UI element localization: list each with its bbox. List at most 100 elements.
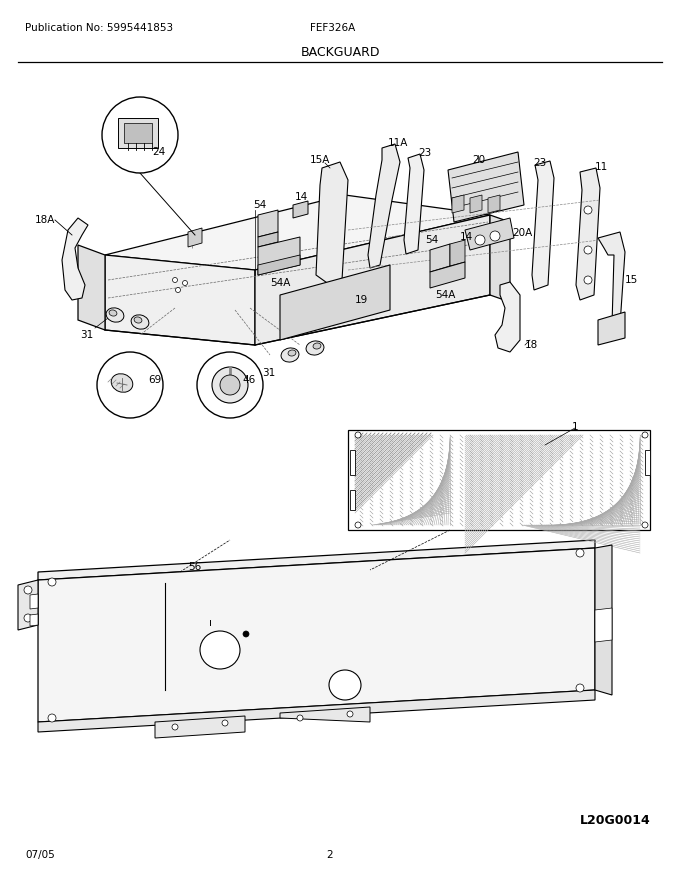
Polygon shape bbox=[124, 123, 152, 143]
Text: 69: 69 bbox=[148, 375, 161, 385]
Circle shape bbox=[102, 97, 178, 173]
Ellipse shape bbox=[281, 348, 299, 362]
Polygon shape bbox=[118, 118, 158, 148]
Polygon shape bbox=[62, 218, 88, 300]
Polygon shape bbox=[155, 716, 245, 738]
Polygon shape bbox=[490, 215, 510, 302]
Circle shape bbox=[355, 432, 361, 438]
Text: 07/05: 07/05 bbox=[25, 850, 55, 860]
Polygon shape bbox=[532, 161, 554, 290]
Polygon shape bbox=[430, 244, 450, 272]
Text: BACKGUARD: BACKGUARD bbox=[301, 46, 379, 58]
Circle shape bbox=[220, 375, 240, 395]
Circle shape bbox=[490, 231, 500, 241]
Text: 11A: 11A bbox=[388, 138, 409, 148]
Circle shape bbox=[24, 586, 32, 594]
Ellipse shape bbox=[329, 670, 361, 700]
Polygon shape bbox=[316, 162, 348, 285]
Circle shape bbox=[576, 549, 584, 557]
Polygon shape bbox=[350, 450, 355, 475]
Circle shape bbox=[48, 714, 56, 722]
Circle shape bbox=[475, 235, 485, 245]
Ellipse shape bbox=[306, 341, 324, 355]
Circle shape bbox=[212, 367, 248, 403]
Polygon shape bbox=[258, 255, 300, 275]
Polygon shape bbox=[255, 215, 490, 345]
Polygon shape bbox=[78, 245, 105, 330]
Polygon shape bbox=[450, 240, 465, 266]
Text: 23: 23 bbox=[418, 148, 431, 158]
Text: 54: 54 bbox=[253, 200, 267, 210]
Text: FEF326A: FEF326A bbox=[310, 23, 355, 33]
Polygon shape bbox=[38, 690, 595, 732]
Circle shape bbox=[222, 720, 228, 726]
Polygon shape bbox=[258, 210, 278, 237]
Text: 19: 19 bbox=[355, 295, 369, 305]
Text: 54A: 54A bbox=[270, 278, 290, 288]
Text: 1: 1 bbox=[572, 422, 579, 432]
Ellipse shape bbox=[288, 350, 296, 356]
Text: 14: 14 bbox=[460, 232, 473, 242]
Circle shape bbox=[172, 724, 178, 730]
Text: Publication No: 5995441853: Publication No: 5995441853 bbox=[25, 23, 173, 33]
Polygon shape bbox=[350, 490, 355, 510]
Polygon shape bbox=[645, 450, 650, 475]
Circle shape bbox=[642, 432, 648, 438]
Polygon shape bbox=[348, 430, 650, 530]
Text: 46: 46 bbox=[242, 375, 255, 385]
Text: 15A: 15A bbox=[310, 155, 330, 165]
Circle shape bbox=[297, 715, 303, 721]
Circle shape bbox=[48, 578, 56, 586]
Ellipse shape bbox=[112, 374, 133, 392]
Ellipse shape bbox=[106, 308, 124, 322]
Circle shape bbox=[173, 277, 177, 282]
Circle shape bbox=[347, 711, 353, 717]
Text: 14: 14 bbox=[295, 192, 308, 202]
Polygon shape bbox=[404, 154, 424, 254]
Polygon shape bbox=[105, 195, 490, 270]
Ellipse shape bbox=[200, 631, 240, 669]
Polygon shape bbox=[598, 232, 625, 335]
Polygon shape bbox=[430, 262, 465, 288]
Polygon shape bbox=[38, 548, 595, 722]
Text: 54: 54 bbox=[425, 235, 438, 245]
Text: 31: 31 bbox=[80, 330, 93, 340]
Text: 20A: 20A bbox=[512, 228, 532, 238]
Polygon shape bbox=[258, 232, 278, 247]
Polygon shape bbox=[452, 195, 464, 213]
Polygon shape bbox=[470, 195, 482, 213]
Text: 24: 24 bbox=[152, 147, 165, 157]
Circle shape bbox=[584, 276, 592, 284]
Circle shape bbox=[182, 281, 188, 285]
Text: 18: 18 bbox=[525, 340, 539, 350]
Polygon shape bbox=[488, 195, 500, 213]
Polygon shape bbox=[598, 312, 625, 345]
Circle shape bbox=[197, 352, 263, 418]
Ellipse shape bbox=[109, 310, 117, 316]
Text: 11: 11 bbox=[595, 162, 608, 172]
Polygon shape bbox=[258, 237, 300, 275]
Polygon shape bbox=[368, 144, 400, 268]
Text: 23: 23 bbox=[533, 158, 546, 168]
Text: 2: 2 bbox=[326, 850, 333, 860]
Circle shape bbox=[243, 631, 249, 637]
Circle shape bbox=[175, 288, 180, 292]
Polygon shape bbox=[30, 594, 38, 609]
Circle shape bbox=[97, 352, 163, 418]
Polygon shape bbox=[280, 265, 390, 340]
Polygon shape bbox=[595, 608, 612, 642]
Ellipse shape bbox=[134, 317, 142, 323]
Polygon shape bbox=[105, 255, 255, 345]
Text: 56: 56 bbox=[188, 562, 201, 572]
Polygon shape bbox=[595, 545, 612, 695]
Circle shape bbox=[642, 522, 648, 528]
Polygon shape bbox=[576, 168, 600, 300]
Ellipse shape bbox=[131, 315, 149, 329]
Text: 18A: 18A bbox=[35, 215, 55, 225]
Polygon shape bbox=[293, 201, 308, 218]
Text: 31: 31 bbox=[262, 368, 275, 378]
Polygon shape bbox=[495, 282, 520, 352]
Circle shape bbox=[584, 246, 592, 254]
Polygon shape bbox=[38, 540, 595, 580]
Polygon shape bbox=[18, 580, 38, 630]
